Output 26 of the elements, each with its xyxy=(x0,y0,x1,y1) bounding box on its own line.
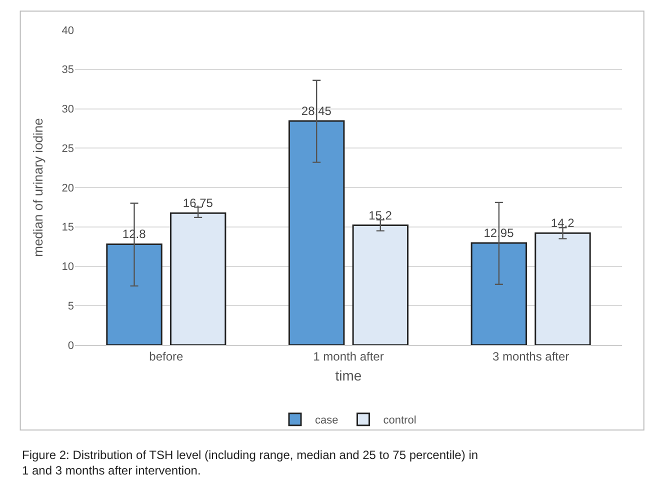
legend-label: control xyxy=(383,414,416,427)
y-tick-label: 5 xyxy=(68,300,74,312)
x-tick-label: 3 months after xyxy=(492,349,570,364)
bar xyxy=(170,212,226,345)
data-label: 14.2 xyxy=(550,216,575,230)
y-tick-label: 40 xyxy=(62,24,74,37)
caption: Figure 2: Distribution of TSH level (including range, median and 25 to 75 percentile) in 1 and 3 months after intervention. xyxy=(22,448,478,478)
y-tick-label: 25 xyxy=(62,142,74,155)
bar xyxy=(106,243,162,345)
legend-label: case xyxy=(315,414,338,427)
x-tick-label: 1 month after xyxy=(313,349,384,364)
y-axis-title: median of urinary iodine xyxy=(30,118,46,257)
data-label: 16.75 xyxy=(182,196,214,210)
y-tick-label: 15 xyxy=(62,222,74,234)
y-tick-label: 0 xyxy=(68,340,74,352)
x-tick-label: before xyxy=(149,349,184,364)
bar xyxy=(470,242,528,345)
y-tick-label: 20 xyxy=(62,182,74,194)
bar xyxy=(352,224,409,345)
x-axis-title: time xyxy=(335,368,362,384)
bar xyxy=(288,120,345,345)
y-tick-label: 30 xyxy=(62,104,74,116)
y-tick-label: 35 xyxy=(62,64,74,76)
bar xyxy=(534,232,591,345)
y-tick-label: 10 xyxy=(62,261,74,274)
data-label: 15.2 xyxy=(368,208,392,222)
